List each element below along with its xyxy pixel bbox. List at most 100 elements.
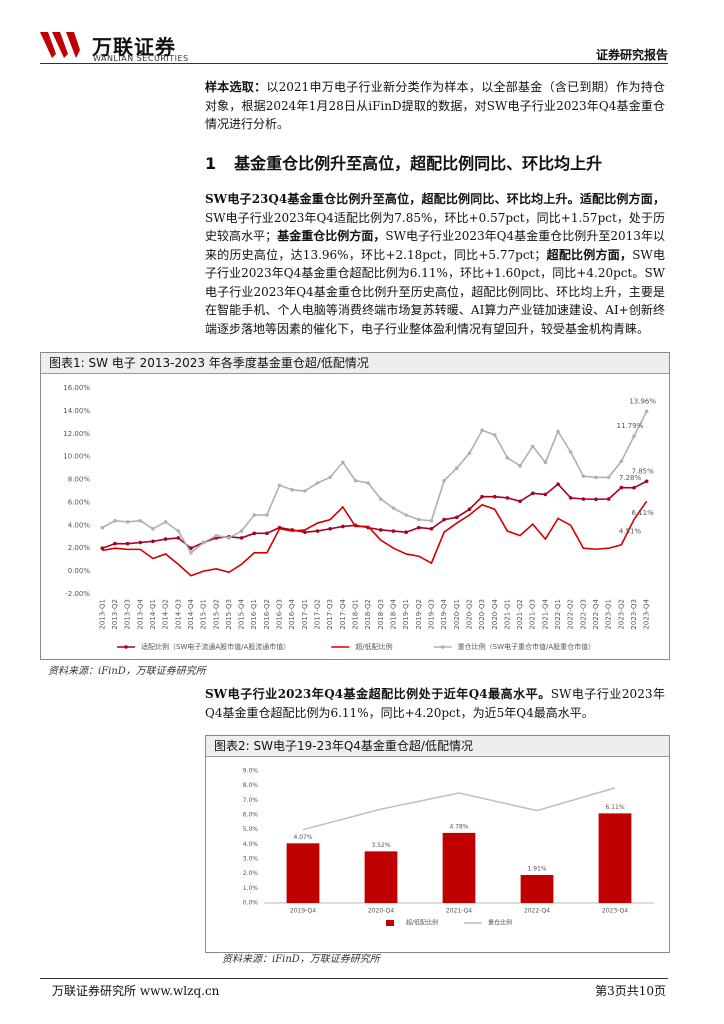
marker	[227, 536, 231, 540]
legend-marker	[124, 645, 128, 649]
marker	[113, 541, 117, 546]
marker	[581, 474, 586, 478]
bold-text: 样本选取：	[205, 80, 267, 94]
legend-label: 重仓比例	[488, 919, 512, 927]
x-tick-label: 2018-Q2	[364, 599, 372, 630]
marker	[100, 525, 105, 530]
x-tick-label: 2018-Q3	[377, 599, 385, 630]
source: 资料来源：iFinD，万联证券研究所	[222, 954, 380, 965]
x-tick-label: 2017-Q2	[314, 599, 322, 630]
marker	[239, 529, 244, 533]
x-tick-label: 2021-Q3	[529, 599, 537, 630]
marker	[505, 456, 510, 460]
marker	[189, 551, 193, 555]
marker	[252, 531, 257, 536]
x-tick-label: 2023-Q3	[630, 599, 638, 630]
text: 以2021申万电子行业新分类作为样本，以全部基金（含已到期）作为持仓对象，根据2…	[205, 80, 665, 131]
marker	[568, 450, 573, 454]
marker	[113, 518, 117, 523]
marker	[341, 460, 345, 465]
bold-text: SW电子23Q4基金重仓比例升至高位，超配比例同比、环比均上升。适配比例方面，	[205, 192, 665, 206]
data-label: 7.28%	[619, 474, 642, 482]
marker	[239, 536, 244, 540]
chart-caption: 图表2: SW电子19-23年Q4基金重仓超/低配情况	[206, 736, 669, 757]
x-tick-label: 2020-Q1	[453, 599, 461, 630]
x-tick-label: 2022-Q2	[567, 599, 575, 630]
series-line	[302, 787, 616, 831]
marker	[480, 428, 484, 433]
chart-box: 图表2: SW电子19-23年Q4基金重仓超/低配情况 0.0% 1.0% 2.0%…	[205, 735, 670, 953]
marker	[518, 499, 522, 504]
paragraph: SW电子23Q4基金重仓比例升至高位，超配比例同比、环比均上升。适配比例方面， S…	[205, 190, 665, 338]
marker	[417, 525, 421, 530]
report-type: 证券研究报告	[595, 48, 668, 62]
brand: 万联证券	[92, 35, 176, 59]
data-label: 4.78%	[449, 823, 468, 830]
x-tick-label: 2023-Q4	[643, 598, 651, 629]
data-label: 13.96%	[629, 397, 656, 405]
x-tick-label: 2019-Q2	[415, 599, 423, 630]
series-line	[102, 480, 648, 550]
marker	[315, 529, 320, 533]
x-tick-label: 2015-Q4	[238, 598, 246, 629]
y-tick-label: 6.00%	[68, 498, 91, 506]
bar	[442, 832, 476, 903]
x-tick-label: 2018-Q1	[352, 599, 360, 630]
marker	[391, 529, 396, 533]
y-tick-label: 12.00%	[63, 430, 90, 438]
x-tick-label: 2015-Q1	[200, 599, 208, 630]
marker	[151, 539, 155, 544]
marker	[391, 506, 396, 510]
text: SW电子行业2023年Q4基金重仓超配比例为6.11%，同比+4.20pct，为…	[205, 687, 665, 720]
x-tick-label: 2013-Q1	[98, 599, 106, 630]
marker	[442, 517, 446, 522]
marker	[530, 444, 535, 449]
x-tick-label: 2020-Q4	[368, 908, 394, 915]
series-line	[101, 410, 648, 555]
bold-text: 基金重仓比例方面，	[277, 229, 386, 243]
marker	[341, 524, 345, 529]
marker	[505, 496, 510, 500]
section-title: 基金重仓比例升至高位，超配比例同比、环比均上升	[234, 154, 603, 173]
marker	[568, 496, 573, 500]
chart: 0.0% 1.0% 2.0% 3.0% 4.0% 5.0% 6.0% 7.0% 8.0% 9.0%…	[243, 768, 654, 927]
text: SW电子行业2023年Q4基金重仓超配比例为6.11%，环比+1.60pct，同…	[205, 247, 665, 336]
x-tick-label: 2021-Q4	[446, 908, 472, 915]
legend-label: 适配比例（SW电子流通A股市值/A股流通市值）	[141, 642, 290, 651]
x-tick-label: 2020-Q4	[491, 598, 499, 629]
marker	[379, 497, 383, 501]
marker	[594, 475, 598, 480]
data-label: 4.07%	[293, 834, 312, 841]
x-tick-label: 2015-Q3	[225, 599, 233, 630]
y-tick-label: 9.0%	[243, 768, 259, 775]
marker	[125, 520, 130, 524]
x-tick-label: 2022-Q4	[592, 598, 600, 629]
logo-mark	[40, 32, 80, 58]
marker	[417, 517, 421, 522]
marker	[581, 497, 586, 501]
marker	[151, 526, 155, 531]
footer-left: 万联证券研究所 www.wlzq.cn	[52, 984, 220, 998]
y-tick-label: 8.00%	[68, 476, 91, 484]
x-tick-label: 2016-Q4	[288, 598, 296, 629]
y-tick-label: 7.0%	[243, 797, 259, 804]
x-tick-label: 2014-Q2	[162, 599, 170, 630]
marker	[201, 540, 206, 545]
y-tick-label: 4.0%	[243, 841, 259, 848]
data-label: 1.91%	[527, 865, 546, 872]
marker	[530, 491, 535, 496]
x-tick-label: 2016-Q3	[276, 599, 284, 630]
marker	[606, 475, 611, 480]
marker	[429, 518, 434, 523]
x-tick-label: 2013-Q3	[124, 599, 132, 630]
y-tick-label: 2.00%	[68, 544, 91, 552]
bar	[286, 843, 320, 903]
marker	[366, 481, 370, 485]
marker	[303, 530, 307, 534]
series-line	[102, 500, 648, 577]
y-tick-label: 4.00%	[68, 521, 91, 529]
y-tick-label: -2.00%	[65, 590, 90, 598]
y-tick-label: 0.0%	[243, 900, 259, 907]
x-tick-label: 2014-Q4	[187, 598, 195, 629]
